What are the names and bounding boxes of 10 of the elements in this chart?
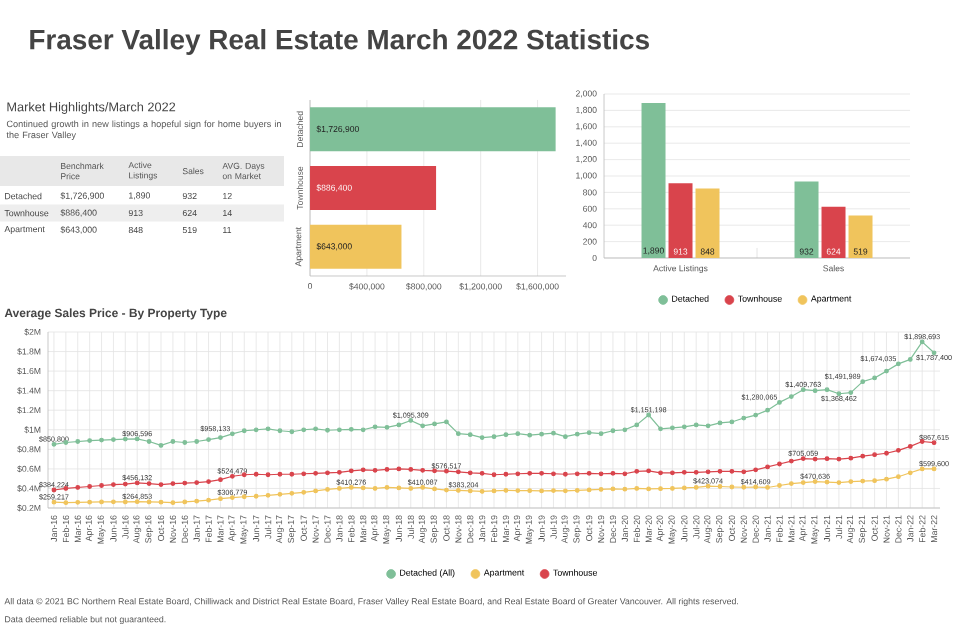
bar xyxy=(821,206,846,258)
bar xyxy=(668,183,693,258)
bar xyxy=(641,103,666,258)
bar xyxy=(695,188,720,258)
bar xyxy=(310,165,437,210)
bar xyxy=(794,181,819,258)
bar xyxy=(848,215,873,258)
bar xyxy=(310,224,402,269)
text: Fraser Valley Real Estate March 2022 Statistics xyxy=(30,28,649,55)
bar xyxy=(310,107,556,152)
